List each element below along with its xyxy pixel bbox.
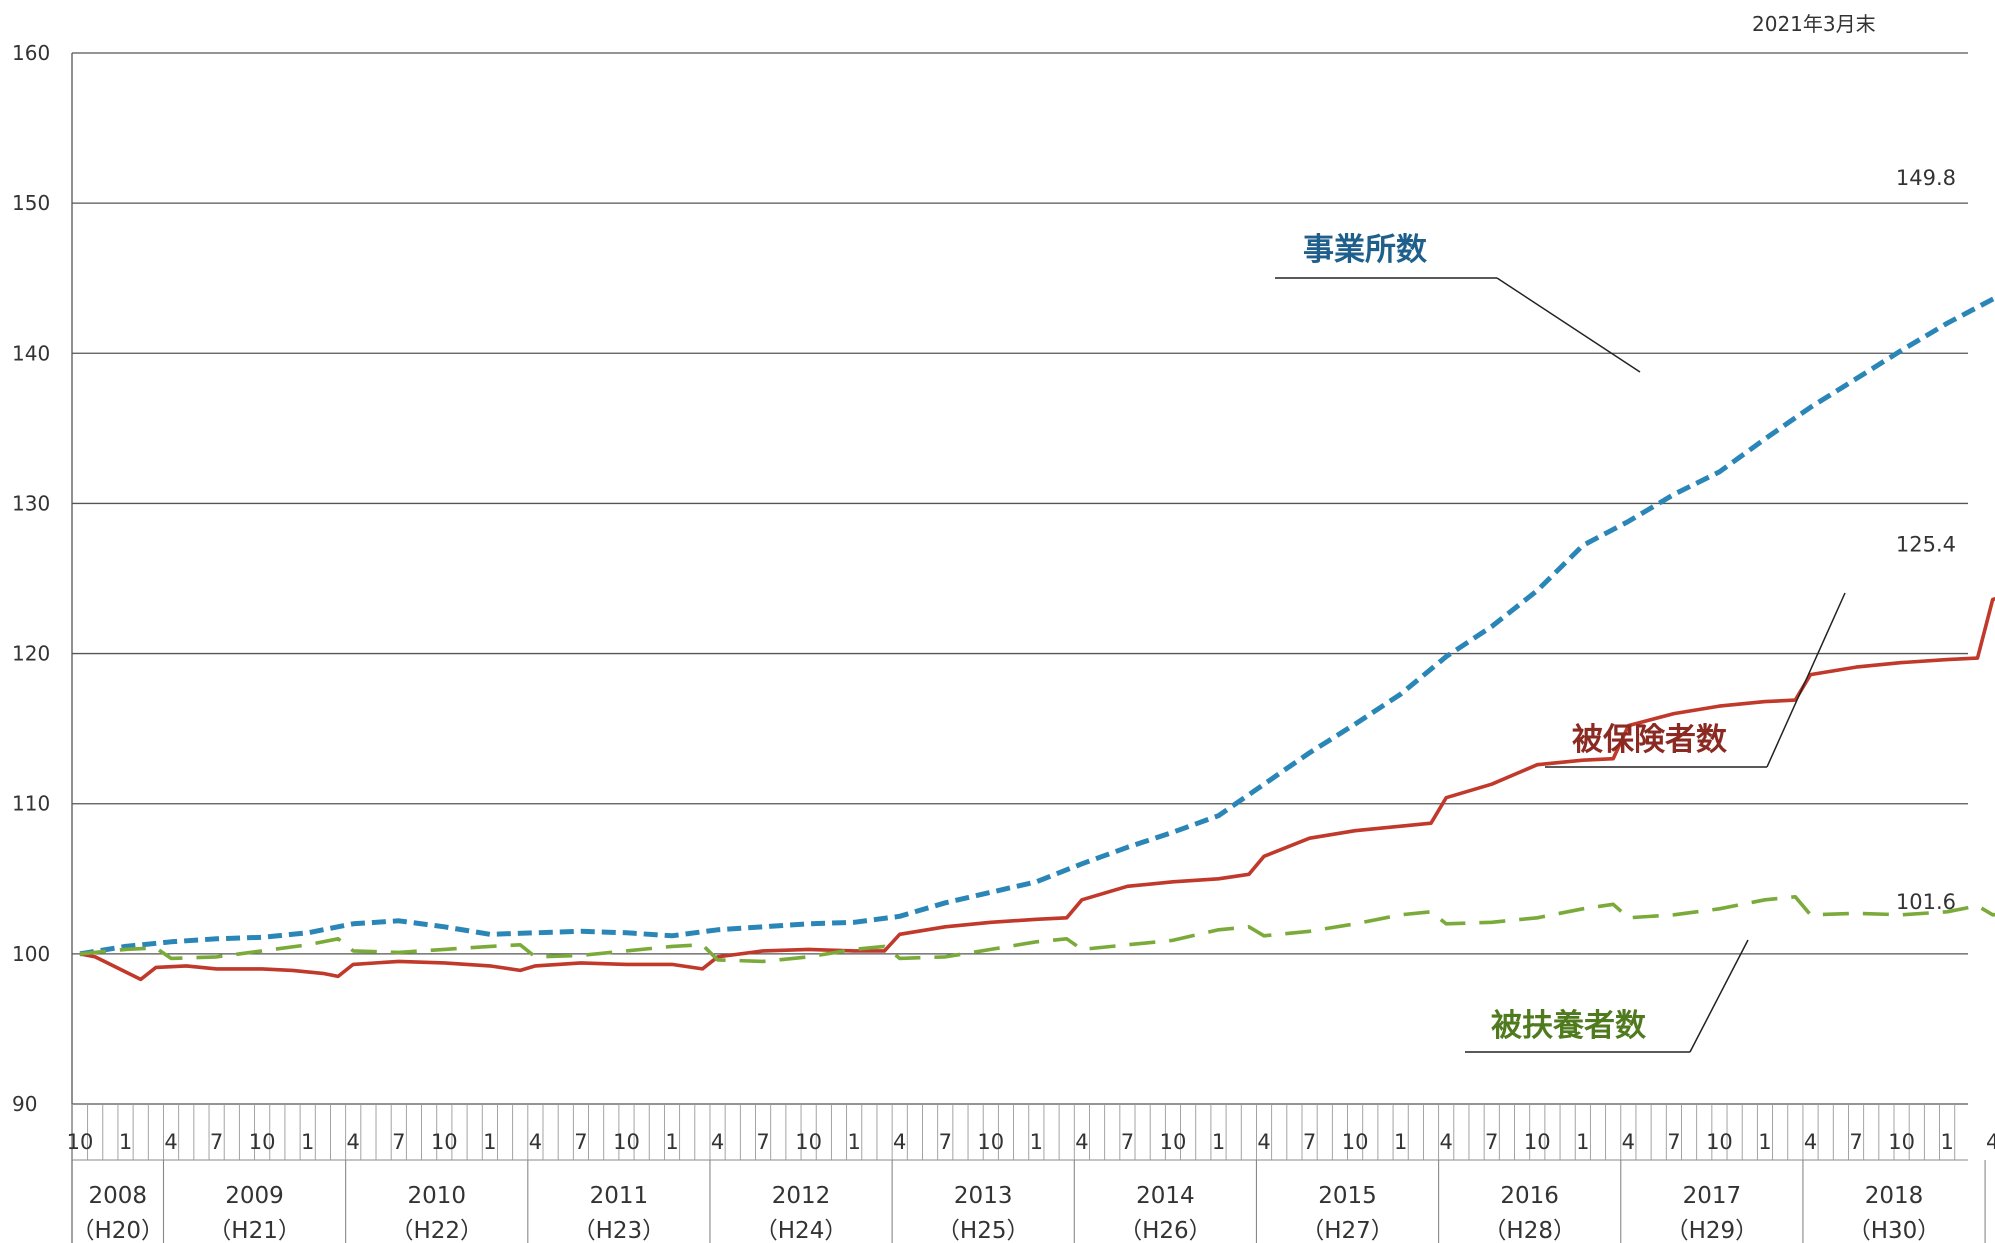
series-line-establishments xyxy=(79,295,1995,957)
date-note: 2021年3月末 xyxy=(1752,12,1876,36)
x-era-label: （H22） xyxy=(390,1218,483,1243)
x-year-label: 2018 xyxy=(1865,1183,1924,1209)
series-label-insured: 被保険者数 xyxy=(1572,722,1727,758)
x-year-label: 2017 xyxy=(1683,1183,1742,1209)
x-month-label: 10 xyxy=(67,1130,94,1154)
y-tick-label: 140 xyxy=(12,341,50,365)
series-line-dependents xyxy=(79,895,1995,964)
x-month-label: 10 xyxy=(1706,1130,1733,1154)
x-month-label: 7 xyxy=(756,1130,769,1154)
leader-line-dependents-diag xyxy=(1689,939,1749,1053)
x-year-label: 2015 xyxy=(1318,1183,1377,1209)
x-month-label: 4 xyxy=(164,1130,177,1154)
x-year-label: 2011 xyxy=(590,1183,649,1209)
x-month-label: 7 xyxy=(1485,1130,1498,1154)
x-month-label: 7 xyxy=(210,1130,223,1154)
leader-line-insured-diag xyxy=(1766,592,1846,768)
y-axis-ticks: 90 100 110 120 130 140 150 160 xyxy=(12,41,50,1116)
end-value-label: 149.8 xyxy=(1896,166,1956,190)
x-month-label: 10 xyxy=(431,1130,458,1154)
x-month-label: 1 xyxy=(665,1130,678,1154)
end-value-label: 101.6 xyxy=(1896,890,1956,914)
y-tick-label: 150 xyxy=(12,191,50,215)
x-year-label: 2009 xyxy=(225,1183,284,1209)
x-month-label: 1 xyxy=(1394,1130,1407,1154)
x-month-label: 4 xyxy=(1075,1130,1088,1154)
x-month-label: 10 xyxy=(1524,1130,1551,1154)
y-tick-label: 160 xyxy=(12,41,50,65)
x-year-label: 2016 xyxy=(1500,1183,1559,1209)
x-month-label: 4 xyxy=(893,1130,906,1154)
x-month-label: 7 xyxy=(939,1130,952,1154)
x-year-label: 2008 xyxy=(88,1183,147,1209)
x-year-label: 2012 xyxy=(772,1183,831,1209)
x-month-label: 10 xyxy=(1888,1130,1915,1154)
end-value-label: 125.4 xyxy=(1896,532,1956,556)
x-month-label: 1 xyxy=(1212,1130,1225,1154)
x-month-label: 1 xyxy=(1030,1130,1043,1154)
x-era-label: （H29） xyxy=(1666,1218,1759,1243)
x-month-label: 4 xyxy=(1440,1130,1453,1154)
x-month-label: 10 xyxy=(977,1130,1004,1154)
x-era-label: （H23） xyxy=(573,1218,666,1243)
x-era-label: （H25） xyxy=(937,1218,1030,1243)
x-month-label: 7 xyxy=(392,1130,405,1154)
x-axis: 10 1 4 7 10 1 4 7 10 1 4 7 10 1 4 7 10 1 4 7 10 1 4 7 10 1 4 7 10 1 4 7… xyxy=(67,1104,1995,1243)
x-month-label: 10 xyxy=(1160,1130,1187,1154)
x-month-label: 4 xyxy=(347,1130,360,1154)
y-tick-label: 90 xyxy=(12,1092,37,1116)
x-month-label: 7 xyxy=(574,1130,587,1154)
x-month-label: 7 xyxy=(1121,1130,1134,1154)
x-month-label: 4 xyxy=(1622,1130,1635,1154)
x-year-label: 2013 xyxy=(954,1183,1013,1209)
x-month-label: 4 xyxy=(711,1130,724,1154)
x-era-label: （H30） xyxy=(1848,1218,1941,1243)
x-month-label: 10 xyxy=(249,1130,276,1154)
x-year-label: 2010 xyxy=(407,1183,466,1209)
leader-line-establishments-diag xyxy=(1496,277,1641,373)
x-month-label: 4 xyxy=(1986,1130,1995,1154)
series-label-dependents: 被扶養者数 xyxy=(1491,1008,1646,1044)
series-line-insured xyxy=(79,596,1995,982)
x-era-label: （H24） xyxy=(755,1218,848,1243)
x-month-label: 10 xyxy=(795,1130,822,1154)
x-month-label: 10 xyxy=(613,1130,640,1154)
x-month-label: 1 xyxy=(119,1130,132,1154)
x-month-label: 1 xyxy=(301,1130,314,1154)
x-era-label: （H28） xyxy=(1483,1218,1576,1243)
y-tick-label: 110 xyxy=(12,792,50,816)
x-month-label: 1 xyxy=(483,1130,496,1154)
x-month-label: 1 xyxy=(1758,1130,1771,1154)
x-month-label: 7 xyxy=(1667,1130,1680,1154)
x-month-label: 7 xyxy=(1303,1130,1316,1154)
x-month-label: 1 xyxy=(1576,1130,1589,1154)
x-month-label: 1 xyxy=(1940,1130,1953,1154)
y-tick-label: 130 xyxy=(12,491,50,515)
x-year-label: 2014 xyxy=(1136,1183,1195,1209)
x-era-label: （H20） xyxy=(71,1218,164,1243)
x-month-label: 4 xyxy=(1804,1130,1817,1154)
x-era-label: （H27） xyxy=(1301,1218,1394,1243)
x-month-label: 7 xyxy=(1849,1130,1862,1154)
x-month-label: 10 xyxy=(1342,1130,1369,1154)
annotations: 2021年3月末 事業所数 被保険者数 被扶養者数 xyxy=(1275,12,1876,1053)
x-month-label: 1 xyxy=(847,1130,860,1154)
x-era-label: （H26） xyxy=(1119,1218,1212,1243)
x-month-label: 4 xyxy=(529,1130,542,1154)
gridlines xyxy=(71,52,1968,1105)
series-lines: 149.8 125.4 101.6 xyxy=(79,166,1995,982)
x-month-label: 4 xyxy=(1257,1130,1270,1154)
y-tick-label: 120 xyxy=(12,642,50,666)
series-label-establishments: 事業所数 xyxy=(1303,232,1427,268)
y-tick-label: 100 xyxy=(12,942,50,966)
x-era-label: （H21） xyxy=(208,1218,301,1243)
